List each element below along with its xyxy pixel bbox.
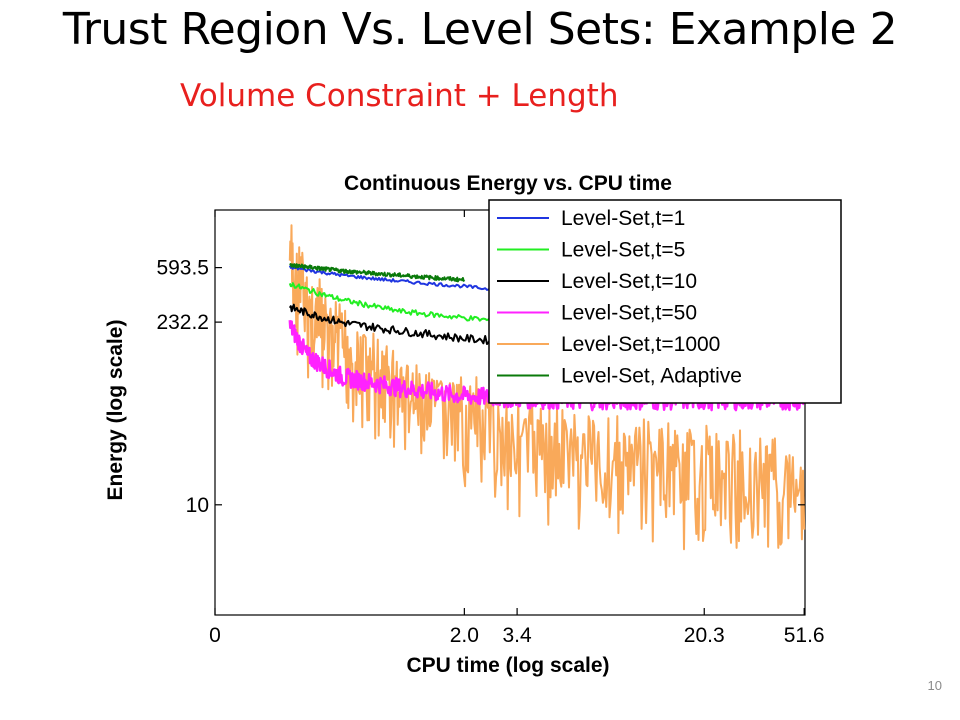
slide-title: Trust Region Vs. Level Sets: Example 2 xyxy=(62,4,898,55)
legend: Level-Set,t=1 Level-Set,t=5 Level-Set,t=10… xyxy=(488,199,842,404)
y-tick-label-2: 10 xyxy=(186,494,209,517)
x-tick-label-4: 51.6 xyxy=(784,624,825,647)
x-tick-label-3: 20.3 xyxy=(684,624,725,647)
legend-label-4: Level-Set,t=1000 xyxy=(561,333,720,356)
x-tick-label-2: 3.4 xyxy=(502,624,532,647)
series-line-5 xyxy=(289,263,466,283)
legend-label-5: Level-Set, Adaptive xyxy=(561,365,742,388)
y-axis-label: Energy (log scale) xyxy=(104,320,127,501)
axes-layer: 0 2.0 3.4 20.3 51.6 593.5 232.2 10 xyxy=(156,210,825,647)
x-axis-label: CPU time (log scale) xyxy=(406,654,609,677)
legend-label-0: Level-Set,t=1 xyxy=(561,207,685,230)
legend-label-1: Level-Set,t=5 xyxy=(561,239,685,262)
slide-subtitle: Volume Constraint + Length xyxy=(180,78,619,114)
x-tick-label-1: 2.0 xyxy=(450,624,479,647)
slide-number: 10 xyxy=(927,678,942,693)
y-tick-label-1: 232.2 xyxy=(156,311,209,334)
y-tick-label-0: 593.5 xyxy=(156,257,209,280)
legend-label-3: Level-Set,t=50 xyxy=(561,302,697,325)
legend-label-2: Level-Set,t=10 xyxy=(561,270,697,293)
x-tick-label-0: 0 xyxy=(209,624,221,647)
chart-title: Continuous Energy vs. CPU time xyxy=(344,172,672,195)
legend-box xyxy=(488,199,842,404)
